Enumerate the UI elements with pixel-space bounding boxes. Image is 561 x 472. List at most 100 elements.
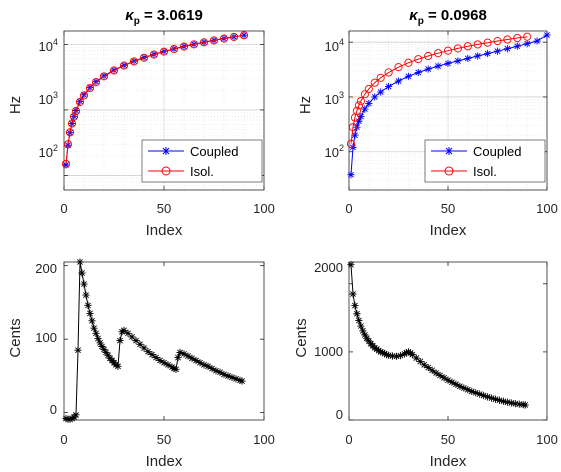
data-point xyxy=(453,44,462,53)
y-tick-labels: 102 103 104 xyxy=(39,37,58,160)
data-point xyxy=(180,350,188,358)
data-point xyxy=(152,353,160,362)
data-point xyxy=(480,391,488,400)
panel-top-right: κp = 0.0968 Index Hz 0 50 100 102 103 10… xyxy=(297,7,558,239)
data-point xyxy=(124,329,132,337)
data-point xyxy=(434,49,443,58)
data-point xyxy=(69,112,79,121)
data-point xyxy=(347,261,355,269)
data-point xyxy=(176,348,184,356)
data-point xyxy=(464,386,472,394)
data-point xyxy=(164,361,172,369)
data-point xyxy=(499,397,508,405)
x-axis-label: Index xyxy=(146,222,183,239)
data-point xyxy=(484,49,492,58)
data-point xyxy=(232,375,240,383)
x-tick-label: 50 xyxy=(157,201,171,216)
data-point xyxy=(212,367,220,375)
data-point xyxy=(513,33,522,43)
data-point xyxy=(82,291,90,299)
x-tick-label: 0 xyxy=(345,432,352,447)
data-point xyxy=(114,362,122,370)
data-point xyxy=(189,40,199,49)
data-point xyxy=(468,387,476,395)
data-point xyxy=(355,316,363,325)
data-point xyxy=(513,42,521,50)
data-point xyxy=(65,128,75,137)
data-point xyxy=(463,42,472,51)
x-tick-label: 100 xyxy=(253,201,275,216)
data-point xyxy=(416,357,424,366)
data-point xyxy=(370,78,379,87)
data-point xyxy=(62,161,70,169)
data-point xyxy=(394,77,403,85)
data-point xyxy=(140,344,148,352)
data-point xyxy=(354,101,363,110)
data-point xyxy=(86,309,94,318)
data-point xyxy=(74,346,82,354)
data-point xyxy=(412,354,420,362)
y-axis-label: Cents xyxy=(293,318,310,357)
series-isol xyxy=(61,31,249,168)
data-point xyxy=(196,359,204,367)
y-tick-label: 0 xyxy=(50,402,57,417)
series-coupled xyxy=(347,31,551,179)
data-point xyxy=(188,354,196,362)
data-point xyxy=(116,337,124,345)
y-tick-labels: 0 1000 2000 xyxy=(314,260,343,422)
plot-background xyxy=(64,262,264,420)
data-point xyxy=(174,353,182,362)
data-point xyxy=(515,400,523,408)
plot-area xyxy=(347,261,548,421)
data-point xyxy=(503,398,511,406)
data-point xyxy=(78,269,86,277)
data-point xyxy=(349,290,357,298)
data-point xyxy=(364,84,373,93)
data-point xyxy=(239,31,249,40)
data-point xyxy=(359,327,367,335)
data-point xyxy=(356,97,365,106)
data-point xyxy=(533,37,541,45)
data-point xyxy=(443,46,453,55)
panel-top-left: κp = 3.0619 Index Hz 0 50 100 102 103 10… xyxy=(7,7,275,239)
data-point xyxy=(240,31,248,39)
data-point xyxy=(200,361,208,369)
data-point xyxy=(444,376,452,384)
data-point xyxy=(414,55,423,64)
data-point xyxy=(156,356,164,365)
panel-bottom-right: Index Cents 0 50 100 0 1000 2000 xyxy=(293,260,558,470)
y-tick-label: 103 xyxy=(325,90,344,107)
data-point xyxy=(404,58,413,67)
data-point xyxy=(385,351,393,359)
data-point xyxy=(507,399,515,407)
panel-title: κp = 0.0968 xyxy=(409,7,487,27)
series-line xyxy=(350,36,528,144)
legend-marker-coupled xyxy=(445,147,453,155)
x-tick-label: 100 xyxy=(253,432,275,447)
data-point xyxy=(472,389,480,397)
x-axis-label: Index xyxy=(146,453,183,470)
x-tick-labels: 0 50 100 xyxy=(60,432,274,447)
data-point xyxy=(136,340,144,348)
data-point xyxy=(80,280,88,288)
data-point xyxy=(424,363,432,372)
data-point xyxy=(229,32,239,41)
series-cents xyxy=(347,261,529,409)
data-point xyxy=(72,411,80,419)
data-point xyxy=(100,345,108,354)
series-line xyxy=(65,34,245,164)
data-point xyxy=(216,368,224,376)
data-point xyxy=(85,84,95,93)
data-point xyxy=(456,382,464,390)
data-point xyxy=(365,337,373,345)
data-point xyxy=(511,400,519,408)
y-tick-label: 2000 xyxy=(314,260,343,275)
data-point xyxy=(523,32,532,41)
y-axis-label: Hz xyxy=(7,96,24,114)
data-point xyxy=(144,348,152,356)
data-point xyxy=(352,106,361,115)
data-point xyxy=(63,140,73,149)
data-point xyxy=(98,342,106,351)
data-point xyxy=(357,322,365,330)
